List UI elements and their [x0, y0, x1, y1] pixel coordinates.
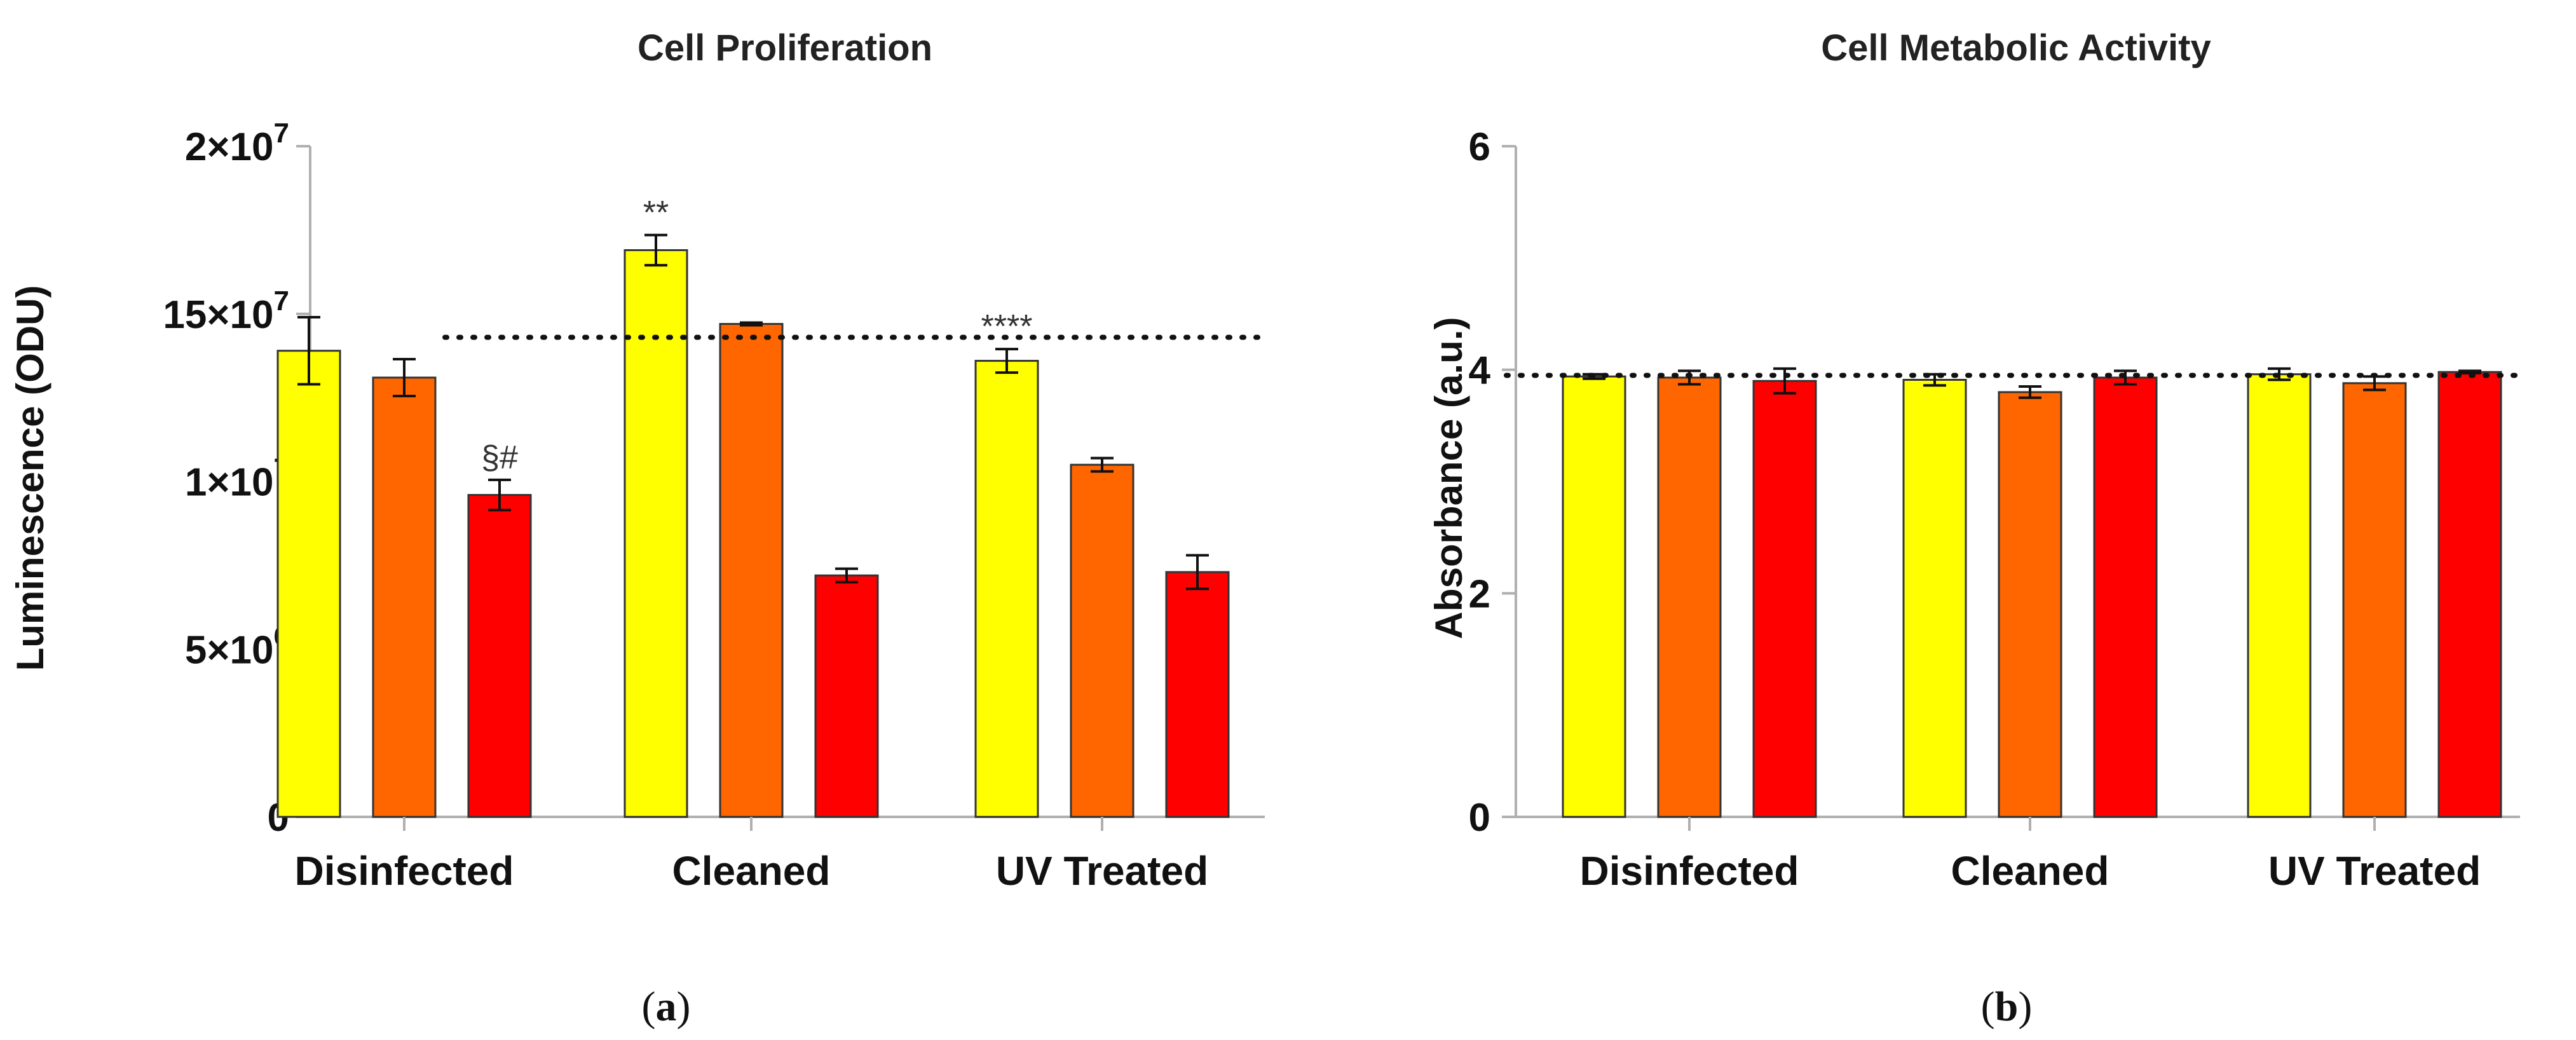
error-bar-cleaned-2 — [740, 321, 763, 327]
error-bar-cleaned-2 — [2019, 385, 2041, 399]
bar-cleaned-1 — [1902, 378, 1967, 818]
error-bar-cleaned-1 — [644, 233, 667, 267]
y-axis-label: Absorbance (a.u.) — [1428, 317, 1470, 640]
bar-uv-treated-1 — [974, 360, 1039, 818]
y-tick-label: 2×107 — [185, 118, 289, 169]
y-tick-label: 15×107 — [163, 285, 289, 337]
y-tick-label: 6 — [1469, 125, 1490, 169]
error-bar-disinfected-3 — [1773, 367, 1796, 395]
error-bar-uv-treated-1 — [995, 348, 1018, 374]
significance-annotation: §# — [481, 439, 518, 476]
error-bar-uv-treated-3 — [1186, 554, 1209, 591]
chart-cell-metabolic-activity: Cell Metabolic Activity Absorbance (a.u.)… — [1428, 27, 2523, 894]
bar-cleaned-2 — [719, 323, 784, 818]
bar-cleaned-2 — [1998, 391, 2062, 818]
x-tick-label: UV Treated — [2268, 848, 2481, 894]
bar-cleaned-1 — [624, 249, 688, 818]
error-bar-uv-treated-2 — [1091, 456, 1114, 473]
bar-cleaned-3 — [2093, 376, 2158, 818]
bar-uv-treated-2 — [1070, 463, 1135, 818]
error-bar-cleaned-3 — [2114, 369, 2137, 386]
bar-uv-treated-3 — [2437, 371, 2502, 818]
x-tick-label: UV Treated — [996, 848, 1208, 894]
y-axis-label: Luminescence (ODU) — [9, 285, 51, 671]
x-tick-label: Cleaned — [672, 848, 831, 894]
bar-disinfected-3 — [467, 494, 532, 818]
bar-disinfected-3 — [1752, 380, 1817, 818]
chart-title: Cell Proliferation — [637, 27, 932, 69]
x-tick-label: Cleaned — [1951, 848, 2109, 894]
y-tick-label: 2 — [1469, 572, 1490, 616]
error-bar-uv-treated-3 — [2458, 369, 2481, 374]
bar-disinfected-2 — [372, 376, 437, 818]
category-group-uv-treated: UV Treated — [974, 348, 1230, 894]
category-group-cleaned: Cleaned — [1902, 369, 2158, 894]
error-bar-disinfected-1 — [297, 316, 320, 386]
x-tick-label: Disinfected — [1580, 848, 1799, 894]
category-group-cleaned: Cleaned — [624, 233, 879, 894]
significance-annotation: ** — [643, 195, 669, 231]
panel-caption-a: (a) — [642, 983, 691, 1030]
y-tick-label: 1×107 — [185, 453, 289, 505]
category-group-uv-treated: UV Treated — [2247, 367, 2502, 894]
bar-disinfected-2 — [1657, 376, 1722, 818]
panel-caption-b: (b) — [1981, 983, 2033, 1030]
bar-cleaned-3 — [814, 574, 879, 818]
bar-uv-treated-3 — [1165, 571, 1230, 818]
chart-title: Cell Metabolic Activity — [1821, 27, 2211, 69]
y-tick-label: 4 — [1469, 349, 1491, 393]
category-group-disinfected: Disinfected — [276, 316, 532, 894]
bar-disinfected-1 — [1562, 375, 1626, 818]
bar-uv-treated-1 — [2247, 373, 2312, 818]
y-tick-label: 0 — [1469, 796, 1490, 840]
x-tick-label: Disinfected — [295, 848, 514, 894]
bar-disinfected-1 — [276, 350, 341, 818]
category-group-disinfected: Disinfected — [1562, 367, 1817, 894]
y-tick-label: 5×106 — [185, 620, 289, 672]
error-bar-cleaned-3 — [835, 567, 858, 584]
error-bar-disinfected-2 — [393, 357, 416, 397]
error-bar-disinfected-3 — [488, 478, 511, 512]
bar-uv-treated-2 — [2342, 382, 2407, 818]
